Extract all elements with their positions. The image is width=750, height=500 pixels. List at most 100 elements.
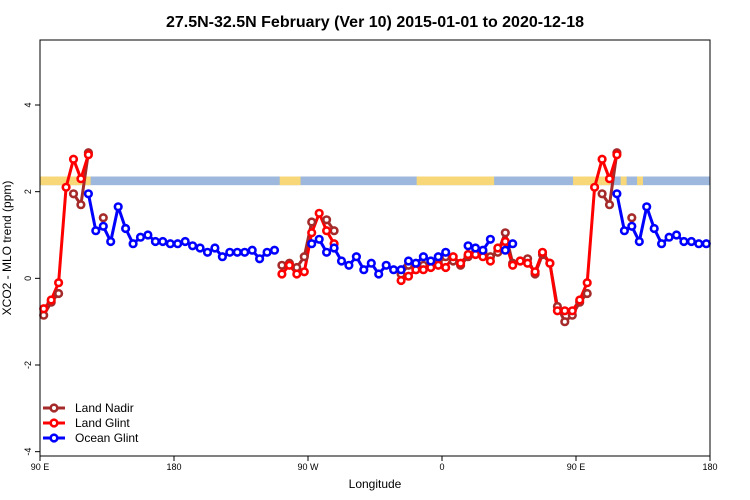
data-point xyxy=(530,267,540,277)
y-axis: -4 -2 0 2 4 xyxy=(23,102,40,456)
data-point xyxy=(403,271,414,281)
data-point xyxy=(456,258,466,268)
data-point xyxy=(389,265,399,275)
data-point xyxy=(485,256,496,266)
data-point xyxy=(515,256,525,266)
x-tick-label: 90 E xyxy=(31,462,50,472)
data-point xyxy=(500,236,510,247)
data-point xyxy=(61,182,71,192)
data-point xyxy=(619,226,630,236)
data-point xyxy=(53,288,64,299)
surface-strip xyxy=(40,176,710,186)
data-point xyxy=(448,252,458,262)
data-point xyxy=(91,226,101,236)
data-point xyxy=(225,247,235,257)
data-point xyxy=(500,245,510,255)
data-point xyxy=(493,243,503,253)
data-point xyxy=(664,232,674,242)
data-point xyxy=(612,189,622,199)
legend-label: Land Glint xyxy=(75,416,130,430)
data-point xyxy=(83,150,93,160)
data-point xyxy=(120,223,131,234)
data-point xyxy=(418,265,429,275)
data-point xyxy=(642,202,652,212)
data-point xyxy=(686,236,697,247)
land-strip-segment xyxy=(637,176,643,186)
data-point xyxy=(589,182,600,192)
y-tick-label: 2 xyxy=(23,189,33,194)
data-point xyxy=(255,254,265,264)
legend-swatch-marker xyxy=(49,403,59,413)
data-point xyxy=(694,239,704,249)
data-point xyxy=(649,223,659,234)
legend-swatch-marker xyxy=(49,418,59,428)
legend-swatch-marker xyxy=(49,433,59,443)
land-strip-segment xyxy=(620,176,627,186)
data-point xyxy=(314,208,324,218)
data-point xyxy=(135,232,146,242)
data-point xyxy=(83,189,93,199)
data-point xyxy=(240,247,250,257)
data-point xyxy=(180,236,190,247)
land-strip-segment xyxy=(573,176,611,186)
data-point xyxy=(604,174,615,184)
data-point xyxy=(68,154,79,164)
data-point xyxy=(351,252,362,262)
data-point xyxy=(433,260,443,270)
land-strip-segment xyxy=(416,176,495,186)
data-point xyxy=(113,202,123,212)
data-point xyxy=(582,288,592,299)
data-point xyxy=(284,260,295,270)
data-point xyxy=(307,228,317,238)
data-point xyxy=(418,252,429,262)
x-tick-label: 180 xyxy=(702,462,717,472)
plot-frame xyxy=(39,39,711,457)
legend-label: Land Nadir xyxy=(75,401,134,415)
data-point xyxy=(39,304,49,314)
data-point xyxy=(478,245,488,255)
data-point xyxy=(98,221,108,231)
data-point xyxy=(679,236,689,247)
data-point xyxy=(470,243,481,253)
y-tick-label: -4 xyxy=(23,448,33,456)
data-point xyxy=(656,239,667,249)
data-point xyxy=(522,258,533,268)
data-point xyxy=(508,239,518,249)
data-point xyxy=(552,306,563,316)
y-tick-label: 4 xyxy=(23,102,33,107)
data-point xyxy=(299,267,309,277)
data-point xyxy=(344,260,354,270)
data-point xyxy=(76,200,86,210)
data-point xyxy=(359,265,369,275)
data-point xyxy=(53,278,64,288)
data-point xyxy=(217,252,227,262)
data-point xyxy=(165,239,175,249)
data-point xyxy=(247,245,257,255)
land-strip-segment xyxy=(40,176,91,186)
data-point xyxy=(396,275,406,286)
data-point xyxy=(671,230,682,240)
y-axis-label: XCO2 - MLO trend (ppm) xyxy=(0,181,14,316)
data-point xyxy=(604,200,615,210)
data-point xyxy=(560,306,570,316)
data-point xyxy=(277,269,287,279)
data-point xyxy=(98,213,108,223)
data-point xyxy=(485,234,496,244)
series-markers xyxy=(39,148,711,327)
data-point xyxy=(567,306,577,316)
data-point xyxy=(627,213,637,223)
data-point xyxy=(262,247,272,257)
data-point xyxy=(188,241,198,251)
data-point xyxy=(463,241,473,251)
x-axis-label: Longitude xyxy=(349,477,402,491)
data-point xyxy=(441,247,451,257)
data-point xyxy=(322,215,332,225)
data-point xyxy=(158,236,168,247)
data-point xyxy=(403,256,414,266)
data-point xyxy=(396,265,406,275)
data-point xyxy=(314,234,324,244)
x-tick-label: 180 xyxy=(166,462,181,472)
y-tick-label: -2 xyxy=(23,361,33,369)
